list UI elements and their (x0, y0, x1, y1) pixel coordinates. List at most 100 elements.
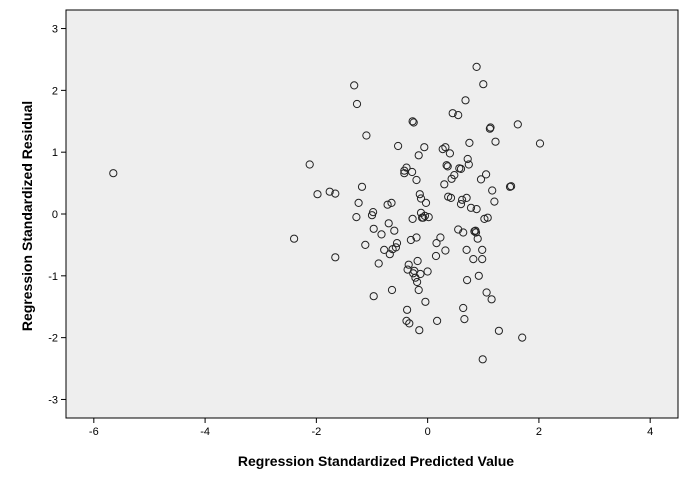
data-point (443, 162, 452, 171)
data-point (392, 239, 402, 248)
data-point (463, 154, 472, 164)
y-tick-label: 3 (52, 24, 58, 36)
data-point (415, 190, 424, 199)
data-point (424, 213, 433, 222)
data-point (412, 175, 421, 185)
y-tick-label: 1 (52, 147, 58, 159)
data-point (436, 233, 445, 242)
data-point (482, 170, 491, 179)
data-point (478, 245, 487, 254)
data-point (402, 316, 411, 325)
data-point (331, 253, 340, 262)
data-point (369, 292, 378, 301)
data-point (357, 182, 367, 191)
data-point (438, 145, 447, 154)
data-point (362, 131, 371, 140)
data-point (423, 267, 432, 276)
data-point (290, 234, 299, 243)
data-point (459, 228, 468, 237)
data-point (482, 288, 491, 297)
x-tick-label: -2 (311, 426, 321, 438)
data-point (377, 230, 386, 239)
x-axis-title: Regression Standardized Predicted Value (238, 453, 514, 469)
x-tick-label: -6 (89, 426, 99, 438)
data-point (459, 303, 468, 313)
data-point (374, 259, 383, 268)
data-point (408, 167, 417, 177)
y-tick-label: -3 (48, 394, 58, 406)
data-point (465, 138, 474, 147)
data-point (390, 226, 399, 235)
data-point (472, 205, 481, 214)
data-point (442, 161, 451, 170)
data-point (469, 255, 478, 264)
data-point (458, 195, 467, 204)
data-point (454, 111, 463, 120)
data-point (491, 137, 500, 146)
data-point (518, 333, 527, 342)
data-point (494, 326, 503, 335)
data-point (412, 233, 421, 242)
plot-area (65, 9, 679, 419)
data-point (387, 198, 396, 207)
data-point (419, 213, 428, 222)
data-point (473, 234, 482, 243)
data-point (415, 326, 424, 335)
data-point (432, 239, 441, 248)
axes: -6 -4 -2 0 2 4 -3 -2 -1 0 1 2 3 (48, 24, 653, 438)
data-point (413, 277, 422, 287)
y-tick-label: -1 (48, 271, 58, 283)
data-point (431, 251, 441, 261)
data-point (448, 109, 457, 118)
data-point (352, 99, 362, 109)
data-point (464, 160, 473, 169)
data-point (535, 139, 545, 148)
data-point (408, 214, 417, 223)
data-point (461, 96, 470, 105)
data-point (483, 213, 492, 222)
y-tick-label: -2 (48, 333, 58, 345)
data-point (331, 189, 340, 198)
data-point (474, 271, 483, 280)
data-point (487, 295, 496, 304)
data-point (400, 169, 409, 178)
y-tick-label: 2 (52, 85, 58, 97)
x-tick-label: -4 (200, 426, 210, 438)
data-point (479, 80, 488, 89)
data-point (416, 194, 426, 203)
data-point (406, 235, 415, 245)
data-point (433, 316, 442, 325)
data-point (387, 285, 397, 295)
data-point (456, 200, 466, 209)
data-point (369, 208, 378, 217)
data-point (361, 240, 370, 249)
data-point (354, 198, 363, 207)
data-point (466, 203, 476, 212)
data-point (369, 224, 378, 233)
data-point (404, 260, 413, 269)
data-point (441, 143, 450, 152)
data-point (478, 355, 487, 364)
x-tick-label: 4 (647, 426, 653, 438)
data-point (385, 250, 394, 259)
data-point (394, 141, 403, 151)
data-point (403, 305, 412, 314)
data-point (488, 186, 497, 195)
data-point (462, 245, 471, 254)
data-point (405, 319, 414, 328)
data-point (409, 118, 418, 127)
data-point (463, 276, 472, 285)
data-point (380, 245, 389, 254)
data-point (441, 246, 450, 255)
data-point (478, 255, 487, 264)
data-point (420, 143, 429, 152)
data-point (476, 175, 486, 184)
data-point (416, 269, 425, 279)
data-point (486, 123, 495, 132)
data-point (383, 200, 392, 209)
data-point (460, 315, 469, 324)
data-point (440, 180, 449, 189)
data-point (391, 243, 400, 252)
